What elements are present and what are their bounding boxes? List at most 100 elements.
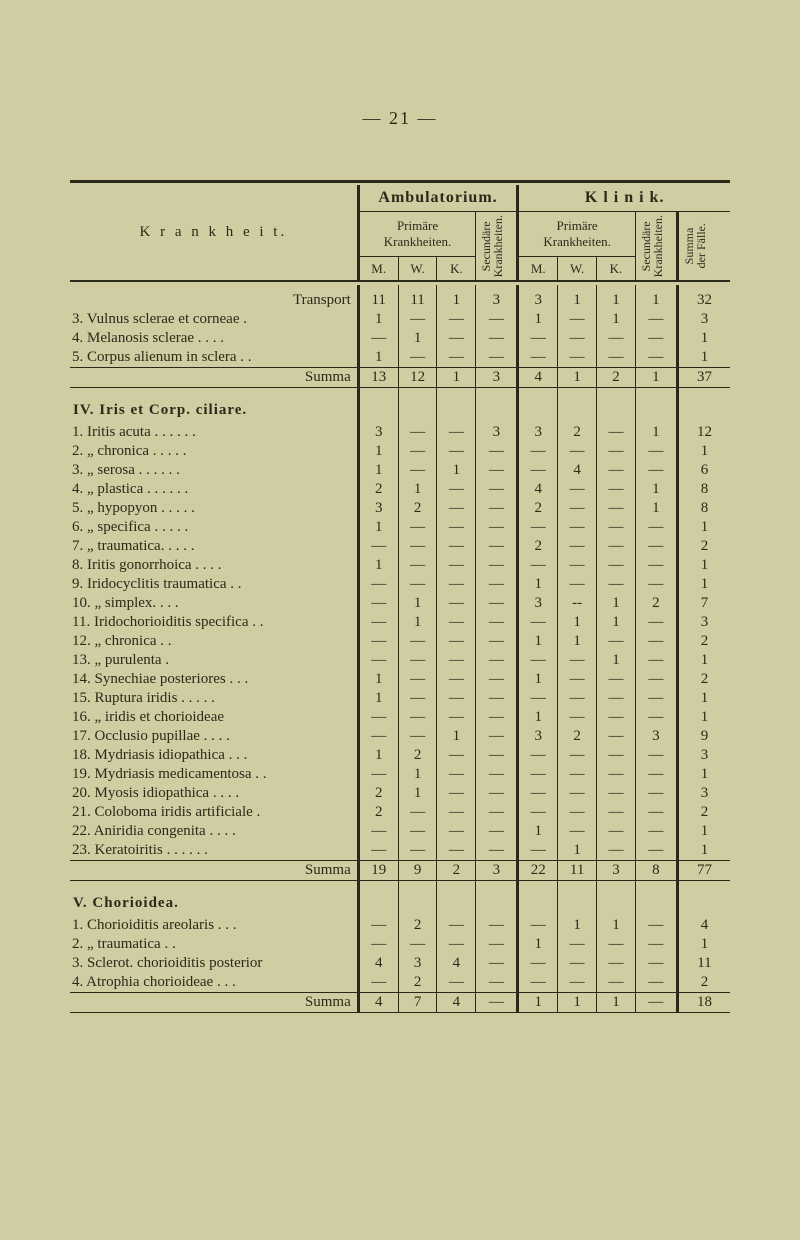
cell: —	[398, 727, 437, 746]
cell: —	[476, 613, 518, 632]
cell: —	[635, 575, 677, 594]
cell: 1	[518, 935, 558, 954]
cell: —	[476, 803, 518, 822]
cell: 1	[518, 310, 558, 329]
cell: 1	[635, 291, 677, 310]
cell: 2	[677, 632, 730, 651]
cell: —	[398, 841, 437, 861]
cell: 2	[597, 368, 636, 388]
cell: —	[476, 329, 518, 348]
data-row: 20. Myosis idiopathica . . . .21——————3	[70, 784, 730, 803]
cell: 2	[518, 499, 558, 518]
cell: 11	[677, 954, 730, 973]
cell: —	[437, 442, 476, 461]
cell: —	[558, 310, 597, 329]
cell: —	[398, 348, 437, 368]
cell: 1	[558, 993, 597, 1013]
row-label: 1. Iritis acuta . . . . . .	[70, 423, 358, 442]
cell: —	[518, 651, 558, 670]
row-label: 8. Iritis gonorrhoica . . . .	[70, 556, 358, 575]
data-row: 23. Keratoiritis . . . . . .—————1——1	[70, 841, 730, 861]
cell: —	[437, 935, 476, 954]
row-label: 6. „ specifica . . . . .	[70, 518, 358, 537]
summa-row: Summa1992322113877	[70, 861, 730, 881]
cell: 9	[677, 727, 730, 746]
cell: --	[558, 594, 597, 613]
cell: 1	[677, 442, 730, 461]
cell: 22	[518, 861, 558, 881]
cell: 11	[558, 861, 597, 881]
cell: —	[437, 423, 476, 442]
cell: 1	[437, 291, 476, 310]
cell: 4	[518, 368, 558, 388]
data-row: 18. Mydriasis idiopathica . . .12——————3	[70, 746, 730, 765]
data-row: 1. Iritis acuta . . . . . .3——332—112	[70, 423, 730, 442]
hdr-klinik: K l i n i k.	[518, 185, 730, 212]
cell: —	[358, 575, 398, 594]
cell: 4	[677, 916, 730, 935]
cell: 1	[358, 442, 398, 461]
cell: 2	[358, 803, 398, 822]
cell: —	[476, 310, 518, 329]
cell: —	[476, 442, 518, 461]
cell: 3	[358, 499, 398, 518]
cell: —	[358, 822, 398, 841]
cell: —	[635, 518, 677, 537]
cell: 1	[558, 841, 597, 861]
cell: —	[558, 348, 597, 368]
cell: 3	[518, 291, 558, 310]
cell: —	[476, 537, 518, 556]
cell: 18	[677, 993, 730, 1013]
cell: 3	[677, 310, 730, 329]
cell: —	[558, 708, 597, 727]
cell: —	[398, 518, 437, 537]
data-row: Transport111113311132	[70, 291, 730, 310]
cell: 2	[398, 973, 437, 993]
row-label: Summa	[70, 861, 358, 881]
cell: —	[558, 935, 597, 954]
cell: —	[518, 348, 558, 368]
hdr-m1: M.	[358, 256, 398, 281]
cell: 1	[437, 727, 476, 746]
cell: 1	[677, 575, 730, 594]
cell: 1	[358, 689, 398, 708]
cell: 6	[677, 461, 730, 480]
cell: —	[437, 537, 476, 556]
cell: 8	[635, 861, 677, 881]
data-row: 21. Coloboma iridis artificiale .2——————…	[70, 803, 730, 822]
row-label: 7. „ traumatica. . . . .	[70, 537, 358, 556]
row-label: Transport	[70, 291, 358, 310]
cell: —	[597, 689, 636, 708]
cell: 3	[476, 861, 518, 881]
data-row: 7. „ traumatica. . . . .————2———2	[70, 537, 730, 556]
cell: —	[597, 556, 636, 575]
cell: —	[437, 632, 476, 651]
cell: —	[597, 841, 636, 861]
hdr-prim2-a: Primäre	[557, 218, 598, 233]
cell: —	[597, 480, 636, 499]
section-heading: IV. Iris et Corp. ciliare.	[70, 394, 730, 423]
row-label: 23. Keratoiritis . . . . . .	[70, 841, 358, 861]
cell: —	[437, 594, 476, 613]
cell: —	[597, 803, 636, 822]
summa-row: Summa131213412137	[70, 368, 730, 388]
cell: —	[558, 442, 597, 461]
hdr-ambulatorium: Ambulatorium.	[358, 185, 518, 212]
cell: —	[476, 822, 518, 841]
hdr-prim1: Primäre Krankheiten.	[358, 212, 476, 257]
cell: 1	[635, 499, 677, 518]
cell: 1	[518, 708, 558, 727]
cell: 1	[358, 746, 398, 765]
cell: 2	[437, 861, 476, 881]
data-row: 13. „ purulenta .——————1—1	[70, 651, 730, 670]
row-label: 19. Mydriasis medicamentosa . .	[70, 765, 358, 784]
section-heading-text: IV. Iris et Corp. ciliare.	[70, 394, 358, 423]
cell: —	[558, 575, 597, 594]
main-table: K r a n k h e i t. Ambulatorium. K l i n…	[70, 180, 730, 1013]
cell: 1	[437, 368, 476, 388]
cell: 1	[398, 613, 437, 632]
cell: 1	[358, 461, 398, 480]
cell: —	[558, 480, 597, 499]
cell: —	[358, 594, 398, 613]
cell: 4	[358, 954, 398, 973]
